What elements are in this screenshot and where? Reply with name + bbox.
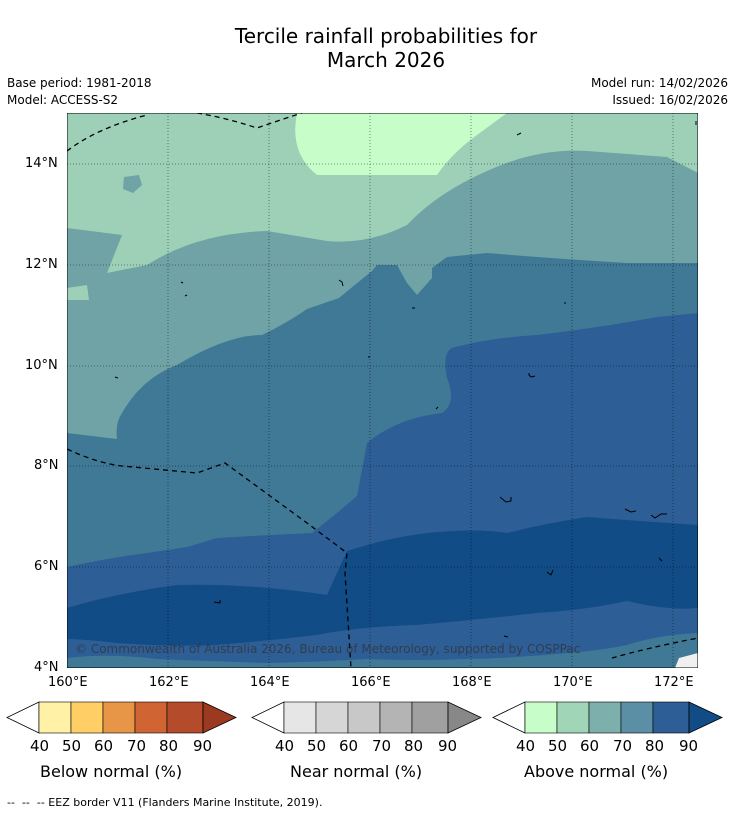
eez-legend-text: -- -- -- EEZ border V11 (Flanders Marine… [7,796,323,809]
island-shape [184,294,188,297]
colorbar-below-swatch-40-50 [38,701,72,734]
colorbar-near-min-arrow [251,701,285,734]
issued-date: Issued: 16/02/2026 [612,93,728,107]
colorbar-above-swatch-50-60 [556,701,590,734]
land-mask-southeast [675,653,698,668]
colorbar-above-label: Above normal (%) [524,762,669,781]
region-above-80-90-south [67,601,698,663]
colorbar-above-min-arrow [492,701,526,734]
copyright-watermark: © Commonwealth of Australia 2026, Bureau… [75,642,580,656]
colorbar-near-swatch-40-50 [283,701,317,734]
island-shape [114,376,119,379]
island-shape [546,569,554,576]
page-title: Tercile rainfall probabilities for March… [0,24,736,72]
lat-tick-14: 14°N [25,156,58,171]
region-above-70-80-south [67,633,698,668]
colorbar-below-tick-70: 70 [127,737,147,755]
colorbar-below-tick-50: 50 [62,737,82,755]
colorbar-below-swatch-60-70 [102,701,136,734]
colorbar-near-label: Near normal (%) [290,762,423,781]
island-shape [650,513,667,519]
colorbar-above-tick-70: 70 [613,737,633,755]
colorbar-below-min-arrow [6,701,40,734]
colorbar-near-tick-80: 80 [404,737,424,755]
title-line-2: March 2026 [326,48,446,72]
eez-border-north-2 [196,113,303,129]
lat-tick-10: 10°N [25,358,58,373]
colorbar-above-tick-80: 80 [645,737,665,755]
lon-tick-172: 172°E [654,675,694,690]
island-outlines [114,121,697,638]
island-shape [516,132,522,136]
colorbar-above-tick-90: 90 [679,737,699,755]
lon-tick-166: 166°E [351,675,391,690]
lon-tick-168: 168°E [452,675,492,690]
eez-border-southeast [611,637,698,659]
colorbar-near-tick-50: 50 [307,737,327,755]
colorbar-below-tick-80: 80 [159,737,179,755]
title-line-1: Tercile rainfall probabilities for [234,24,538,48]
eez-border-north [67,114,148,152]
lon-tick-164: 164°E [250,675,290,690]
colorbar-above-max-arrow [688,701,723,734]
colorbar-below-swatch-50-60 [70,701,104,734]
colorbar-below-tick-60: 60 [94,737,114,755]
eez-borders [67,113,698,668]
region-above-90-plus [67,517,698,646]
colorbar-near-swatch-70-80 [379,701,413,734]
colorbar-near-tick-40: 40 [275,737,295,755]
colorbar-near-swatch-60-70 [347,701,381,734]
island-shape [435,406,439,410]
colorbar-below-label: Below normal (%) [40,762,183,781]
lon-tick-162: 162°E [149,675,189,690]
lat-tick-8: 8°N [34,458,59,473]
colorbar-above-swatch-60-70 [588,701,622,734]
colorbar-below-swatch-80-90 [166,701,204,734]
lat-tick-6: 6°N [34,559,59,574]
colorbar-near-swatch-50-60 [315,701,349,734]
base-period: Base period: 1981-2018 [7,76,152,90]
region-above-60-70-patch [123,175,142,193]
map-fill-regions [67,113,698,668]
probability-map: © Commonwealth of Australia 2026, Bureau… [67,113,698,668]
model-name: Model: ACCESS-S2 [7,93,119,107]
colorbar-near-max-arrow [447,701,482,734]
model-run: Model run: 14/02/2026 [590,76,728,90]
colorbar-below-max-arrow [202,701,237,734]
eez-border-west [67,448,352,668]
island-shape [658,557,663,562]
island-shape [503,635,509,638]
island-shape [338,279,344,287]
lat-tick-4: 4°N [34,660,59,675]
colorbar-below [6,701,237,734]
island-shape [528,373,536,378]
colorbar-near-swatch-80-90 [411,701,449,734]
colorbar-above-tick-40: 40 [516,737,536,755]
lat-tick-12: 12°N [25,257,58,272]
colorbar-above [492,701,723,734]
colorbar-above-swatch-40-50 [524,701,558,734]
colorbar-near-tick-60: 60 [339,737,359,755]
colorbar-below-swatch-70-80 [134,701,168,734]
colorbar-above-tick-60: 60 [580,737,600,755]
colorbar-near-tick-70: 70 [372,737,392,755]
colorbar-below-tick-90: 90 [193,737,213,755]
colorbar-above-tick-50: 50 [548,737,568,755]
colorbar-above-swatch-80-90 [652,701,690,734]
map-gridlines [67,113,698,668]
lon-tick-160: 160°E [48,675,88,690]
island-shape [624,508,637,513]
colorbar-near-tick-90: 90 [438,737,458,755]
island-shape [180,281,184,284]
colorbar-below-tick-40: 40 [30,737,50,755]
colorbar-near [251,701,482,734]
lon-tick-170: 170°E [553,675,593,690]
island-shape [213,600,221,604]
colorbar-above-swatch-70-80 [620,701,654,734]
island-shape [499,496,512,503]
